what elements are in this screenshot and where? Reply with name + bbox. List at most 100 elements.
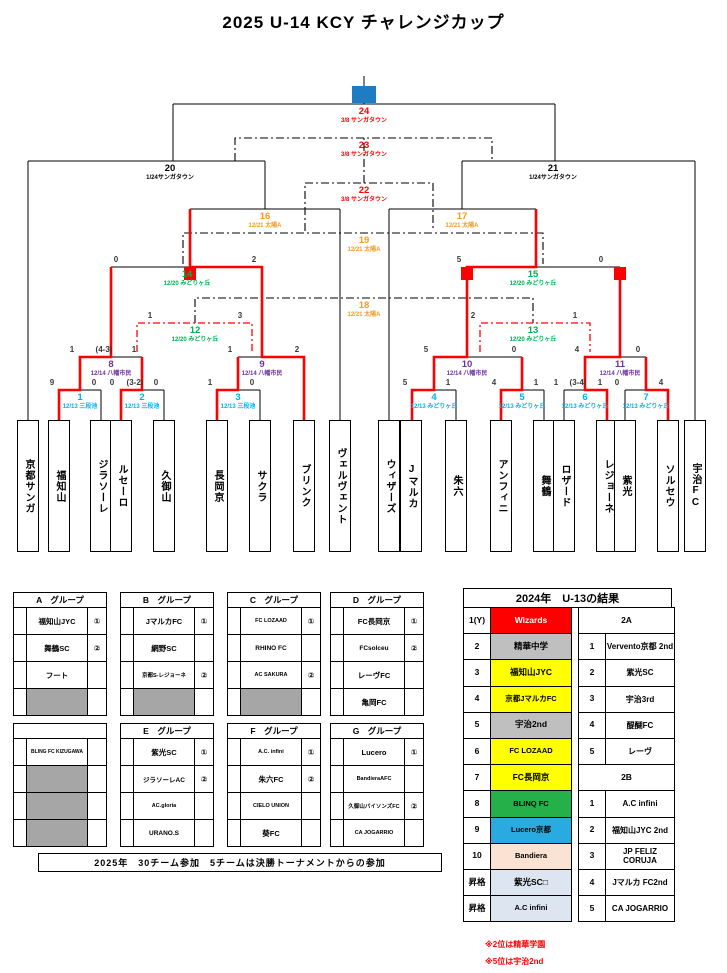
group-cell [240, 688, 302, 716]
team-box: 福知山 [48, 420, 70, 552]
group-cell [330, 792, 344, 820]
group-cell: AC.gloria [133, 792, 195, 820]
team-box: 久御山 [153, 420, 175, 552]
result-rank-cell: 3 [463, 659, 491, 687]
match-score: 1 [147, 311, 153, 320]
result-team-cell: A.C infini [490, 895, 572, 923]
group-cell: FC LOZAAD [240, 607, 302, 635]
winner-path-line [119, 357, 144, 420]
result-team-cell: 紫光SC□ [490, 868, 572, 897]
result-team-cell: 京都JマルカFC [490, 685, 572, 713]
team-box: サクラ [249, 420, 271, 552]
results-2024-title: 2024年 U-13の結果 [463, 588, 672, 608]
match-score: (4-3) [95, 345, 113, 354]
result-team-cell: 紫光SC [605, 659, 675, 687]
result-rank-cell: 5 [578, 895, 606, 923]
group-cell [13, 819, 27, 847]
match-number: 24 [358, 106, 370, 117]
match-number: 3 [235, 392, 241, 403]
team-box: 朱六 [445, 420, 467, 552]
group-table: A グループ 福知山JYC ① 舞鶴SC ② フート [13, 592, 107, 716]
group-cell: 福知山JYC [26, 607, 88, 635]
group-cell [330, 819, 344, 847]
match-score: 1 [553, 378, 559, 387]
match-number: 16 [259, 211, 271, 222]
group-cell [26, 688, 88, 716]
match-venue: 12/21 太陽A [248, 222, 282, 229]
team-box: ロザード [553, 420, 575, 552]
group-cell: ① [194, 738, 214, 766]
group-cell: 亀岡FC [343, 688, 405, 716]
result-team-cell: 醍醐FC [605, 711, 675, 739]
group-cell [87, 688, 107, 716]
group-cell: 舞鶴SC [26, 634, 88, 662]
match-score: 0 [153, 378, 159, 387]
result-team-cell: CA JOGARRIO [605, 895, 675, 923]
group-cell: Lucero [343, 738, 405, 766]
result-team-cell: Wizards [490, 606, 572, 635]
match-score: 9 [49, 378, 55, 387]
result-team-cell: レーヴ [605, 737, 675, 766]
match-score: 1 [533, 378, 539, 387]
result-rank-cell: 2 [463, 633, 491, 661]
match-score: 1 [69, 345, 75, 354]
champion-marker-square [352, 86, 376, 103]
match-venue: 12/21 太陽A [347, 246, 381, 253]
winner-marker-square [614, 267, 626, 280]
match-number: 12 [189, 325, 201, 336]
match-number: 10 [461, 359, 473, 370]
match-score: 1 [227, 345, 233, 354]
match-score: 4 [658, 378, 664, 387]
group-cell: ② [301, 661, 321, 689]
group-cell [227, 819, 241, 847]
match-number: 11 [614, 359, 626, 370]
team-box: ブリンク [293, 420, 315, 552]
match-venue: 12/13 みどりヶ丘 [622, 403, 670, 410]
match-number: 23 [358, 140, 370, 151]
winner-path-line [57, 267, 113, 420]
match-number: 21 [547, 163, 559, 174]
team-box: ソルセウ [657, 420, 679, 552]
consolation-line [194, 297, 534, 323]
group-cell [13, 607, 27, 635]
group-cell [330, 765, 344, 793]
group-cell: ② [404, 792, 424, 820]
group-cell: CA JOGARRIO [343, 819, 405, 847]
match-score: 0 [249, 378, 255, 387]
group-cell [87, 792, 107, 820]
group-cell [330, 634, 344, 662]
group-cell [26, 792, 88, 820]
group-cell [87, 819, 107, 847]
group-cell: BandieraAFC [343, 765, 405, 793]
result-rank-cell: 3 [578, 842, 606, 870]
group-header [13, 723, 107, 739]
team-box: 京都サンガ [17, 420, 39, 552]
group-cell [87, 765, 107, 793]
match-venue: 12/20 みどりヶ丘 [509, 336, 557, 343]
team-box: ヴェルヴェント [329, 420, 351, 552]
result-rank-cell: 4 [578, 868, 606, 897]
winner-path-line [644, 357, 670, 420]
group-cell: レーヴFC [343, 661, 405, 689]
match-venue: 3/8 サンガタウン [340, 151, 388, 158]
result-rank-cell: 10 [463, 842, 491, 870]
consolation-line [234, 137, 493, 161]
result-rank-cell: 9 [463, 816, 491, 844]
group-cell [330, 738, 344, 766]
group-cell: A.C. infini [240, 738, 302, 766]
consolation-line [182, 232, 544, 264]
match-number: 17 [456, 211, 468, 222]
group-header: F グループ [227, 723, 321, 739]
result-rank-cell: 2 [578, 659, 606, 687]
group-cell: 朱六FC [240, 765, 302, 793]
match-score: 0 [113, 255, 119, 264]
match-number: 18 [358, 300, 370, 311]
group-cell [26, 765, 88, 793]
match-number: 8 [108, 359, 114, 370]
match-venue: 12/20 みどりヶ丘 [509, 280, 557, 287]
team-box: アンフィニ [490, 420, 512, 552]
result-rank-cell: 7 [463, 764, 491, 792]
match-number: 6 [582, 392, 588, 403]
group-cell [194, 819, 214, 847]
match-venue: 12/13 みどりヶ丘 [561, 403, 609, 410]
